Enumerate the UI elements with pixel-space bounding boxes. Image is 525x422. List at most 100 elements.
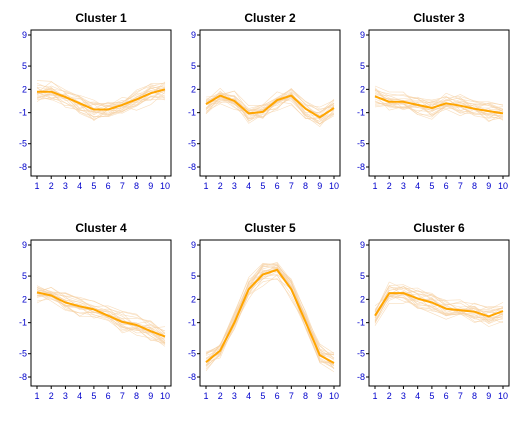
x-tick-label: 4: [415, 181, 420, 191]
x-tick-label: 1: [372, 181, 377, 191]
x-tick-label: 6: [444, 181, 449, 191]
x-tick-label: 10: [498, 391, 508, 401]
member-line: [374, 297, 504, 326]
member-line: [374, 88, 504, 110]
x-tick-label: 10: [329, 391, 339, 401]
x-tick-label: 2: [218, 181, 223, 191]
x-tick-label: 10: [329, 181, 339, 191]
cluster-mean-line: [374, 95, 504, 115]
member-line: [205, 274, 335, 367]
member-line: [205, 266, 335, 369]
y-tick-label: -5: [19, 139, 27, 149]
x-tick-label: 4: [415, 391, 420, 401]
x-tick-label: 3: [63, 391, 68, 401]
y-tick-label: 9: [360, 30, 365, 40]
x-tick-label: 5: [260, 181, 265, 191]
x-tick-label: 7: [458, 391, 463, 401]
x-tick-label: 7: [120, 181, 125, 191]
x-tick-label: 8: [472, 391, 477, 401]
x-tick-label: 9: [317, 181, 322, 191]
x-tick-label: 6: [444, 391, 449, 401]
member-line: [205, 272, 335, 369]
member-line: [36, 92, 166, 121]
x-tick-label: 3: [232, 391, 237, 401]
member-line: [374, 101, 504, 117]
member-line: [374, 296, 504, 324]
x-tick-label: 9: [486, 391, 491, 401]
y-tick-label: -5: [188, 139, 196, 149]
x-tick-label: 2: [218, 391, 223, 401]
cluster-mean-line: [374, 292, 504, 318]
x-tick-label: 6: [106, 181, 111, 191]
x-tick-label: 2: [387, 391, 392, 401]
y-tick-label: -8: [19, 162, 27, 172]
plot-frame: [199, 239, 341, 387]
member-line: [205, 274, 335, 373]
member-profiles: [36, 80, 166, 122]
y-tick-label: -1: [357, 108, 365, 118]
x-tick-label: 2: [49, 181, 54, 191]
member-line: [374, 85, 504, 112]
x-tick-label: 4: [246, 181, 251, 191]
x-tick-label: 1: [372, 391, 377, 401]
y-tick-label: -5: [19, 349, 27, 359]
y-tick-label: -1: [19, 108, 27, 118]
x-tick-label: 6: [275, 391, 280, 401]
member-line: [36, 292, 166, 345]
x-tick-label: 2: [49, 391, 54, 401]
member-line: [36, 87, 166, 109]
plot-frame: [30, 29, 172, 177]
y-tick-label: 5: [22, 61, 27, 71]
x-tick-label: 8: [134, 181, 139, 191]
x-tick-label: 8: [472, 181, 477, 191]
cluster-mean-line: [205, 94, 335, 119]
member-line: [374, 94, 504, 111]
member-profiles: [374, 281, 504, 327]
member-line: [205, 269, 335, 370]
x-tick-label: 4: [246, 391, 251, 401]
x-tick-label: 1: [34, 391, 39, 401]
cluster-mean-line: [37, 88, 166, 111]
x-tick-label: 1: [34, 181, 39, 191]
member-line: [205, 278, 335, 368]
member-line: [374, 294, 504, 324]
x-tick-label: 9: [317, 391, 322, 401]
x-tick-label: 5: [91, 181, 96, 191]
y-tick-label: 9: [191, 240, 196, 250]
member-line: [205, 262, 335, 360]
x-tick-label: 8: [303, 181, 308, 191]
member-line: [36, 294, 166, 344]
x-tick-label: 7: [289, 181, 294, 191]
member-line: [374, 286, 504, 313]
y-tick-label: -8: [188, 162, 196, 172]
member-line: [36, 90, 166, 120]
plot-frame: [368, 29, 510, 177]
panel-title: Cluster 3: [413, 11, 465, 25]
y-tick-label: 9: [22, 30, 27, 40]
x-tick-label: 10: [160, 181, 170, 191]
member-line: [374, 103, 504, 120]
member-line: [205, 88, 335, 110]
x-tick-label: 3: [232, 181, 237, 191]
member-line: [374, 294, 504, 327]
x-tick-label: 3: [401, 181, 406, 191]
x-tick-label: 5: [91, 391, 96, 401]
plot-frame: [199, 29, 341, 177]
y-tick-label: -5: [188, 349, 196, 359]
x-tick-label: 4: [77, 181, 82, 191]
member-line: [36, 295, 166, 342]
y-tick-label: -8: [188, 372, 196, 382]
y-tick-label: 5: [22, 271, 27, 281]
x-tick-label: 5: [429, 181, 434, 191]
plot-frame: [368, 239, 510, 387]
x-tick-label: 9: [148, 391, 153, 401]
y-tick-label: 2: [22, 84, 27, 94]
y-tick-label: 9: [360, 240, 365, 250]
cluster-mean-line: [205, 268, 335, 364]
